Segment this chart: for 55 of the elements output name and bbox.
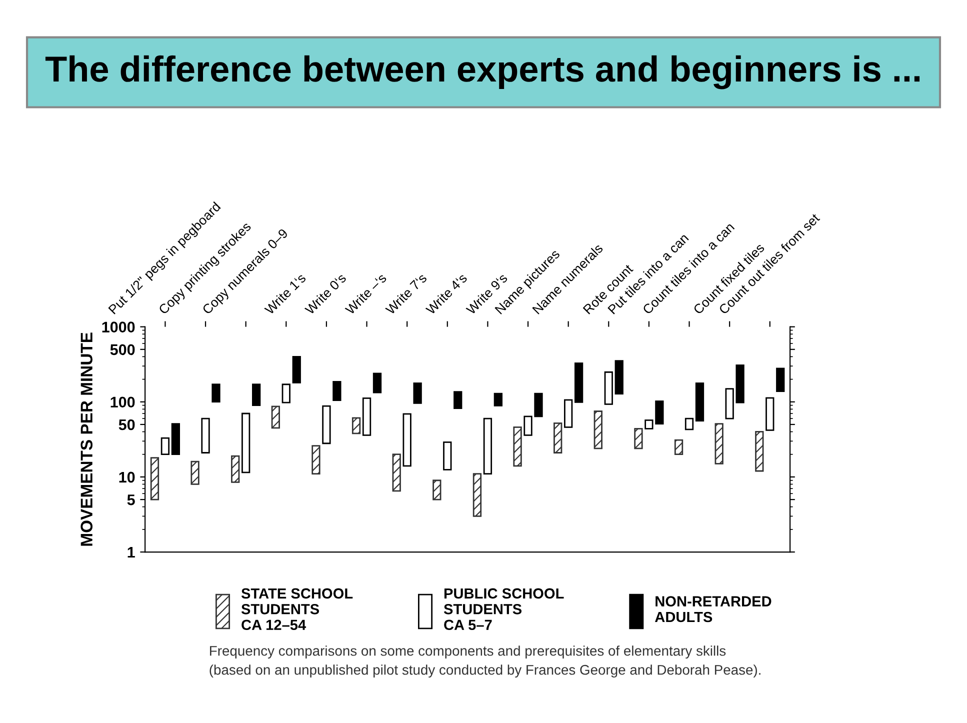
- y-axis-title: MOVEMENTS PER MINUTE: [80, 332, 92, 546]
- y-tick-label: 10: [119, 472, 135, 483]
- bar: [674, 439, 684, 456]
- bar: [513, 426, 522, 467]
- bar: [372, 372, 382, 394]
- y-tick-label: 1000: [102, 322, 135, 332]
- bar: [332, 380, 342, 401]
- legend-label: STATE SCHOOL STUDENTS CA 12–54: [241, 588, 353, 630]
- bar: [242, 412, 250, 474]
- bar: [282, 384, 290, 404]
- bar: [634, 428, 643, 450]
- bar: [402, 413, 412, 467]
- bar: [292, 356, 301, 384]
- legend-label: NON-RETARDED ADULTS: [654, 596, 772, 622]
- y-tick-label: 50: [118, 419, 135, 430]
- bar: [604, 371, 613, 405]
- y-tick-label: 100: [110, 396, 135, 408]
- bar: [776, 368, 785, 392]
- legend-label: PUBLIC SCHOOL STUDENTS CA 5–7: [444, 588, 564, 630]
- bar: [231, 455, 240, 483]
- bar: [432, 480, 442, 500]
- y-tick-label: 5: [127, 494, 135, 506]
- bar: [483, 418, 492, 475]
- bar: [312, 445, 320, 475]
- bar: [714, 423, 724, 464]
- bar: [454, 391, 462, 410]
- bar: [352, 417, 361, 434]
- bar: [392, 454, 401, 492]
- bar: [472, 473, 482, 517]
- bar: [614, 360, 624, 395]
- bar: [766, 397, 774, 431]
- bar: [271, 406, 280, 429]
- chart-title: The difference between experts and beginners is ...: [45, 55, 920, 90]
- bar: [594, 410, 602, 450]
- bar: [252, 384, 261, 406]
- bar: [755, 431, 764, 472]
- bar: [695, 382, 704, 422]
- bar: [201, 418, 210, 454]
- y-tick-label: 1: [128, 547, 135, 558]
- bar: [171, 423, 180, 456]
- bar: [150, 457, 160, 500]
- bar: [443, 442, 452, 470]
- bar: [564, 399, 573, 428]
- bar: [190, 460, 200, 485]
- bar: [212, 384, 220, 403]
- bar: [684, 418, 694, 430]
- bar: [574, 362, 584, 403]
- y-tick-label: 500: [110, 344, 135, 356]
- bar: [160, 437, 170, 456]
- bar: [362, 397, 372, 436]
- text: Frequency comparisons on some components and prerequisites of elementary skills (based on an unpublished pilot study conducted by Frances George and Deborah Pease).: [210, 646, 760, 678]
- bar: [413, 382, 422, 404]
- bar: [554, 422, 562, 454]
- bar: [322, 405, 331, 444]
- bar: [494, 392, 503, 406]
